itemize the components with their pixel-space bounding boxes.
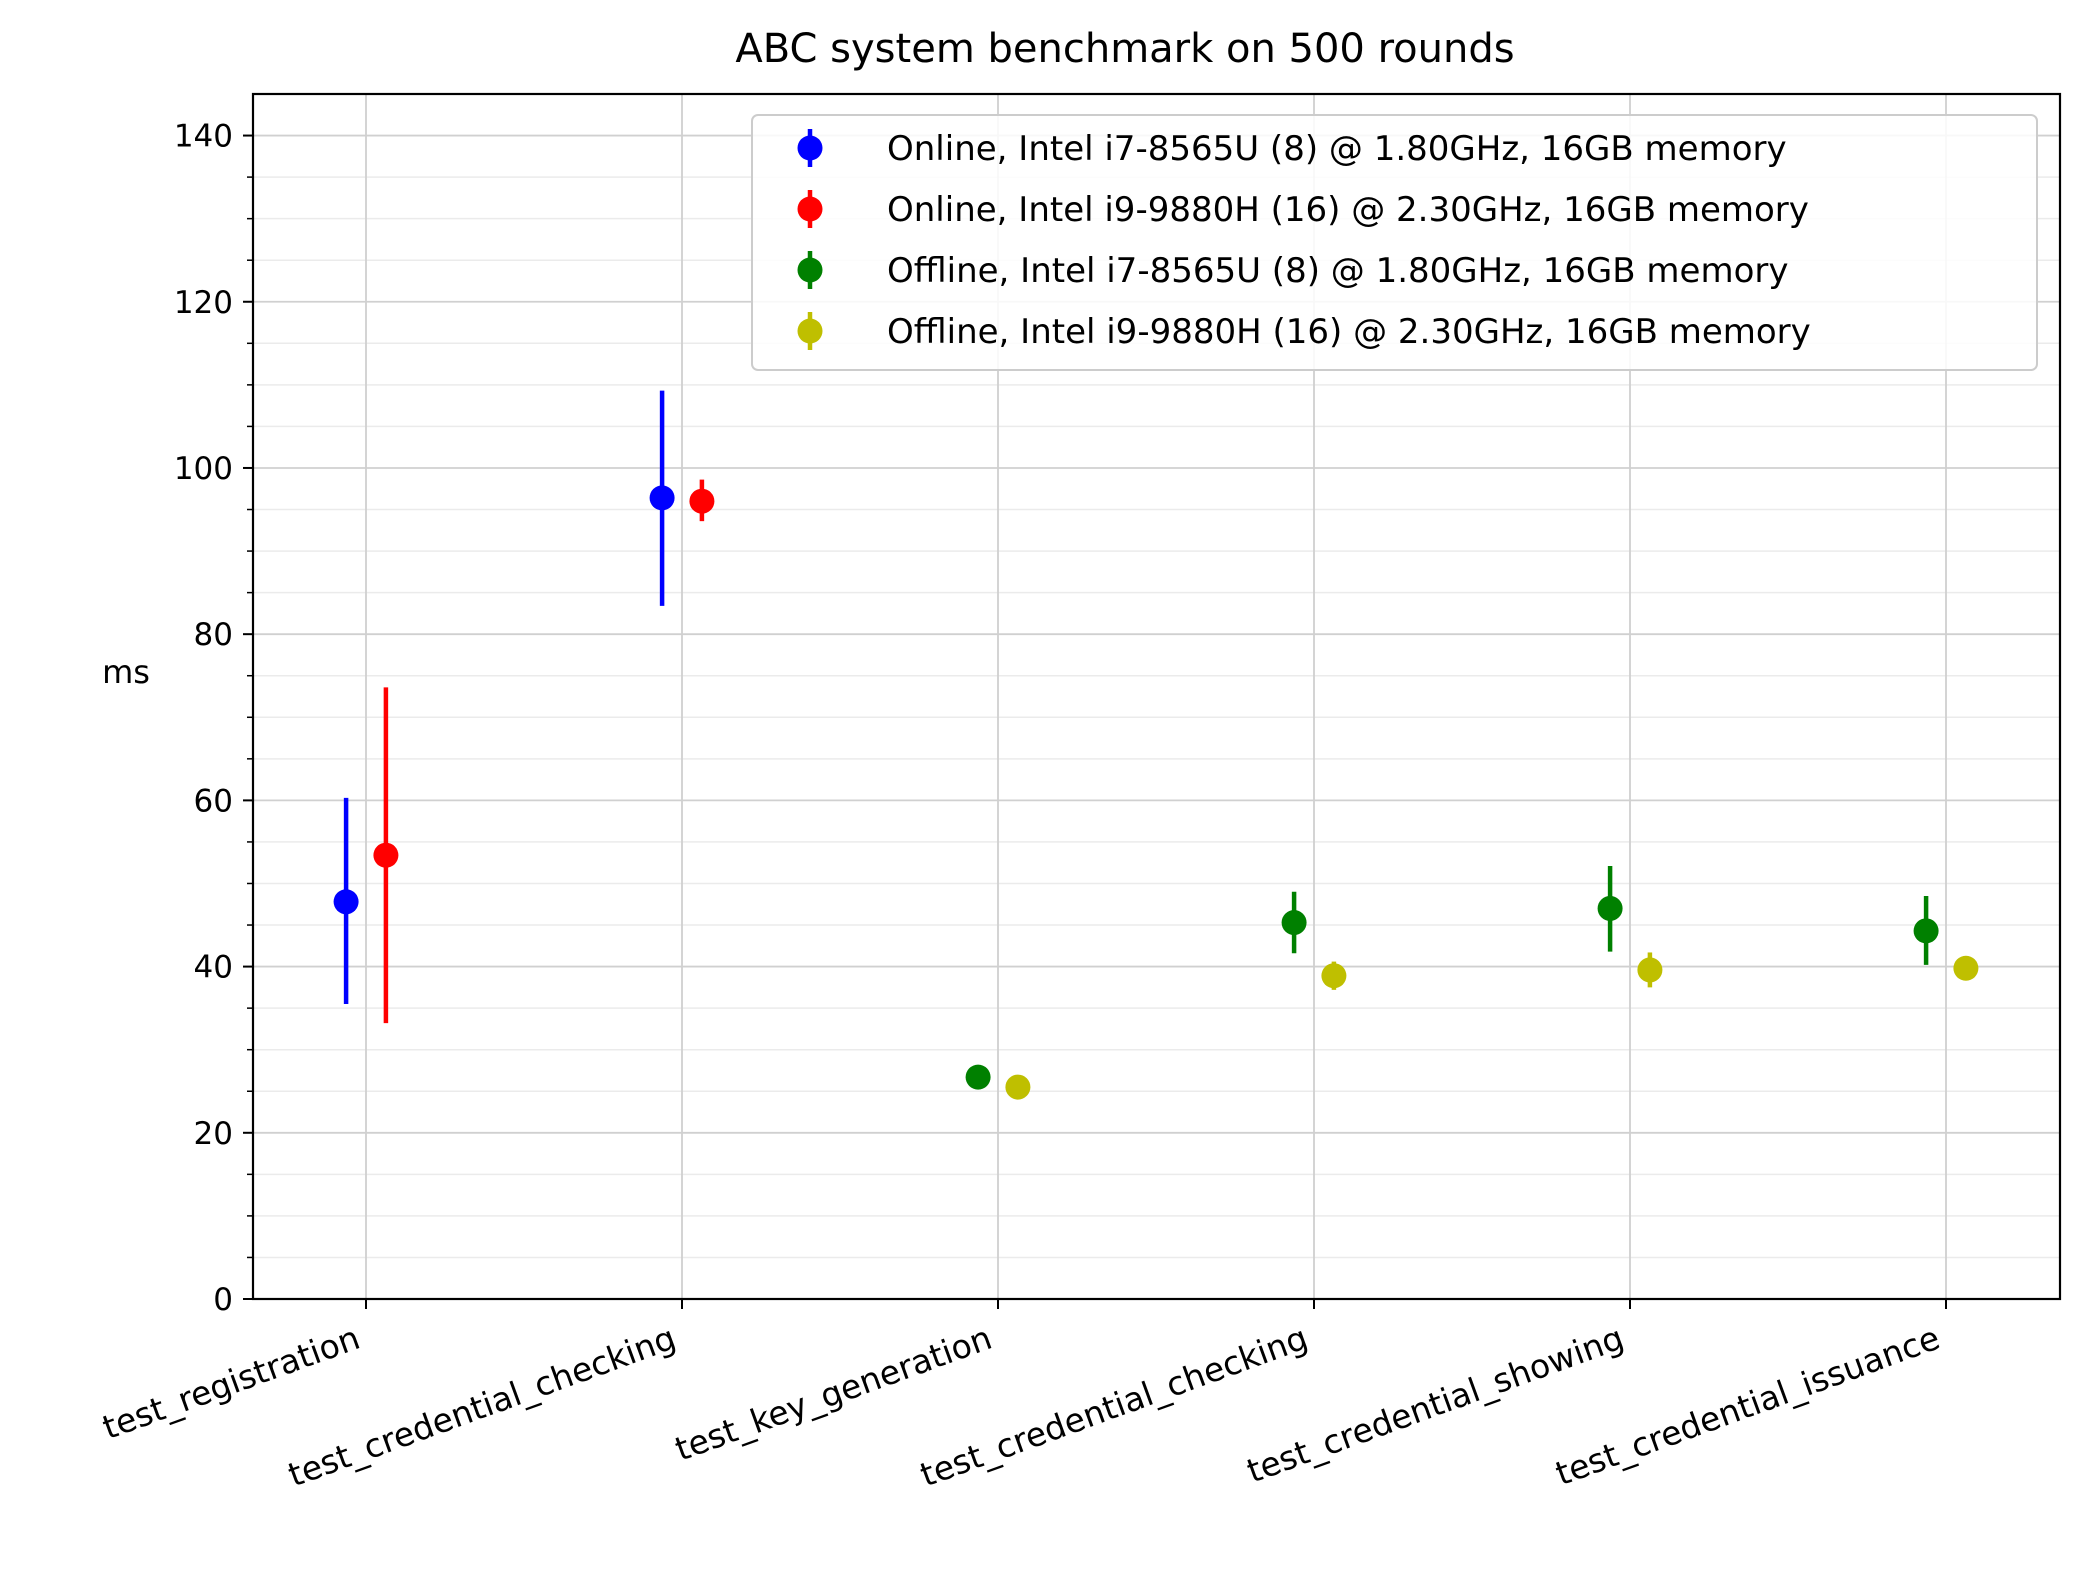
y-tick-label: 0 [213,1282,233,1318]
data-point [1321,963,1346,988]
y-tick-label: 140 [174,119,233,155]
data-point [1953,956,1978,981]
data-point [373,843,398,868]
y-tick-label: 120 [174,285,233,321]
y-tick-label: 80 [194,617,233,653]
data-point [1637,957,1662,982]
legend: Online, Intel i7-8565U (8) @ 1.80GHz, 16… [752,115,2037,370]
legend-entry-label: Offline, Intel i7-8565U (8) @ 1.80GHz, 1… [887,251,1788,291]
data-point [1282,910,1307,935]
legend-entry-label: Offline, Intel i9-9880H (16) @ 2.30GHz, … [887,312,1811,352]
chart-title: ABC system benchmark on 500 rounds [735,26,1514,72]
y-tick-label: 40 [194,950,233,986]
y-tick-label: 20 [194,1116,233,1152]
legend-marker [798,319,823,344]
legend-marker [798,258,823,283]
data-point [1598,896,1623,921]
legend-marker [798,136,823,161]
y-tick-label: 100 [174,451,233,487]
data-point [1005,1075,1030,1100]
legend-entry-label: Online, Intel i7-8565U (8) @ 1.80GHz, 16… [887,129,1787,169]
y-tick-label: 60 [194,783,233,819]
y-axis-label: ms [102,653,150,691]
data-point [650,485,675,510]
legend-entry-label: Online, Intel i9-9880H (16) @ 2.30GHz, 1… [887,190,1809,230]
legend-marker [798,197,823,222]
data-point [1914,918,1939,943]
data-point [689,489,714,514]
data-point [966,1065,991,1090]
data-point [334,889,359,914]
